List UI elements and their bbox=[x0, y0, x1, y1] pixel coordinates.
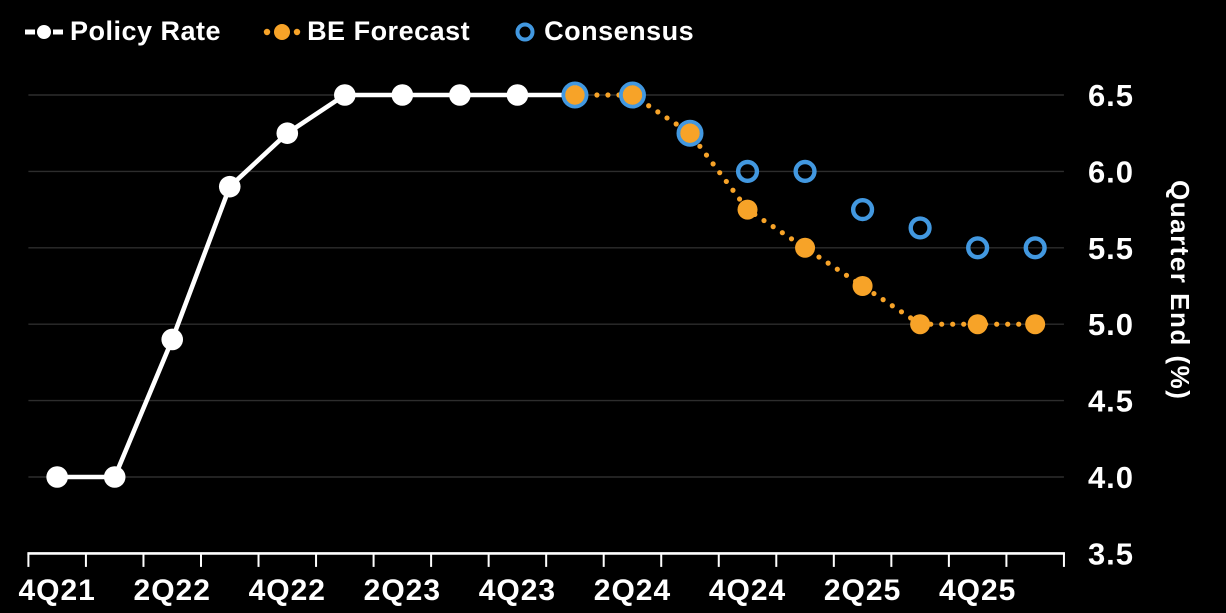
be-forecast-point bbox=[795, 237, 816, 258]
policy-rate-point bbox=[46, 466, 68, 488]
policy-rate-point bbox=[276, 122, 299, 144]
policy-rate-point bbox=[449, 84, 471, 106]
legend-item-policy-rate: Policy Rate bbox=[24, 16, 221, 47]
y-tick-label: 4.5 bbox=[1088, 384, 1134, 419]
consensus-legend-marker-icon bbox=[515, 22, 535, 41]
be-forecast-point bbox=[1025, 314, 1046, 335]
policy-rate-point bbox=[161, 328, 184, 351]
consensus-point bbox=[735, 159, 760, 183]
be-forecast-line bbox=[572, 92, 1038, 327]
x-tick-label: 2Q22 bbox=[134, 574, 211, 607]
y-tick-label: 3.5 bbox=[1088, 536, 1134, 571]
legend-label-policy-rate: Policy Rate bbox=[70, 16, 222, 46]
y-tick-label: 6.0 bbox=[1088, 154, 1134, 189]
y-tick-label: 5.0 bbox=[1088, 307, 1134, 342]
legend-label-consensus: Consensus bbox=[544, 16, 695, 46]
x-tick-label: 4Q24 bbox=[709, 574, 786, 607]
consensus-point bbox=[908, 216, 932, 240]
y-tick-label: 6.5 bbox=[1088, 78, 1134, 113]
y-tick-label: 5.5 bbox=[1088, 231, 1134, 266]
policy-rate-point bbox=[334, 84, 356, 106]
chart-legend: Policy Rate BE Forecast Consensus bbox=[24, 16, 694, 47]
legend-item-consensus: Consensus bbox=[512, 16, 694, 47]
be-forecast-point bbox=[564, 85, 585, 105]
x-tick-label: 4Q22 bbox=[249, 574, 326, 607]
policy-rate-point bbox=[103, 466, 126, 488]
policy-rate-point bbox=[506, 84, 529, 106]
policy-rate-line bbox=[57, 92, 575, 480]
consensus-point bbox=[618, 81, 646, 109]
consensus-point bbox=[793, 159, 817, 183]
consensus-point bbox=[676, 119, 704, 147]
be-forecast-legend-marker-icon bbox=[263, 23, 301, 40]
be-forecast-point bbox=[679, 123, 700, 144]
be-forecast-point bbox=[622, 85, 643, 105]
y-tick-label: 4.0 bbox=[1088, 460, 1134, 495]
policy-rate-point bbox=[391, 84, 414, 106]
consensus-point bbox=[561, 81, 589, 109]
x-tick-label: 4Q23 bbox=[479, 574, 556, 607]
x-tick-label: 2Q25 bbox=[824, 574, 901, 607]
be-forecast-point bbox=[967, 314, 988, 335]
legend-item-be-forecast: BE Forecast bbox=[263, 16, 470, 47]
be-forecast-point bbox=[737, 199, 758, 220]
consensus-point bbox=[1023, 236, 1047, 260]
x-tick-label: 4Q25 bbox=[939, 574, 1016, 607]
x-tick-label: 2Q23 bbox=[364, 574, 441, 607]
policy-rate-point bbox=[218, 175, 241, 198]
be-forecast-point bbox=[910, 314, 931, 335]
y-axis-title: Quarter End (%) bbox=[1165, 180, 1195, 401]
consensus-point bbox=[850, 198, 875, 222]
consensus-point bbox=[966, 236, 990, 260]
be-forecast-point bbox=[852, 276, 873, 296]
legend-label-be-forecast: BE Forecast bbox=[307, 16, 471, 46]
policy-rate-legend-marker-icon bbox=[25, 24, 63, 39]
x-tick-label: 2Q24 bbox=[594, 574, 671, 607]
x-tick-label: 4Q21 bbox=[18, 574, 95, 607]
